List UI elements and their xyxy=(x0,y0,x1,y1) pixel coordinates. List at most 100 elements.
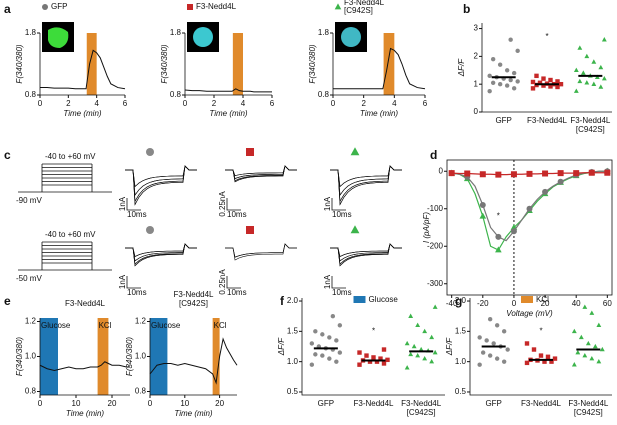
scale-bar-label: 1nA xyxy=(323,196,332,211)
scale-bar-label: 10ms xyxy=(227,210,247,219)
current-trace xyxy=(330,243,402,265)
y-tick-label: 1.2 xyxy=(135,317,147,326)
marker xyxy=(448,170,455,177)
marker xyxy=(580,70,586,75)
marker xyxy=(601,75,607,81)
panel-label: e xyxy=(4,294,11,308)
line xyxy=(40,49,126,90)
marker xyxy=(511,86,517,91)
y-tick-label: 0.8 xyxy=(318,90,330,99)
condition-marker xyxy=(350,147,360,156)
current-trace xyxy=(225,243,297,258)
marker xyxy=(309,362,315,367)
marker xyxy=(584,80,590,85)
marker xyxy=(596,359,602,364)
marker xyxy=(534,73,539,79)
current-trace xyxy=(225,165,297,179)
band-label: Glucose xyxy=(41,321,71,330)
marker xyxy=(510,228,517,235)
current-trace xyxy=(125,165,197,188)
y-tick-label: 0.8 xyxy=(135,387,147,396)
marker xyxy=(464,170,471,177)
condition-marker xyxy=(146,226,154,234)
marker xyxy=(327,356,332,361)
y-tick-label: 1.5 xyxy=(455,326,467,335)
marker xyxy=(313,329,318,334)
stimulus-band xyxy=(383,33,395,95)
x-tick-label: 40 xyxy=(572,299,581,308)
marker xyxy=(577,45,583,50)
x-tick-label: 6 xyxy=(123,99,128,108)
current-trace xyxy=(330,243,402,267)
marker xyxy=(490,56,496,62)
marker xyxy=(422,328,428,334)
y-tick-label: 3 xyxy=(474,24,479,33)
current-trace xyxy=(125,243,197,262)
legend-swatch xyxy=(353,296,366,303)
current-trace xyxy=(125,243,197,265)
y-tick-label: 1.8 xyxy=(170,28,182,37)
x-axis-label: Voltage (mV) xyxy=(506,309,553,318)
current-trace xyxy=(225,243,297,258)
current-trace xyxy=(330,243,402,262)
axis xyxy=(469,298,612,396)
marker xyxy=(479,202,486,208)
current-trace xyxy=(225,165,297,177)
legend-marker xyxy=(334,3,342,10)
marker xyxy=(589,355,595,361)
marker xyxy=(511,70,517,76)
marker xyxy=(404,340,410,346)
marker xyxy=(545,354,551,360)
x-tick-label: F3-Nedd4L xyxy=(527,116,568,125)
marker xyxy=(415,322,421,328)
x-axis-label: Time (min) xyxy=(66,409,104,418)
y-tick-label: 2.0 xyxy=(287,296,299,305)
y-axis-label: ΔF/F xyxy=(445,337,454,356)
marker xyxy=(604,169,611,176)
line xyxy=(184,88,272,93)
condition-marker xyxy=(146,148,154,156)
marker xyxy=(582,352,588,358)
x-tick-label: 20 xyxy=(541,299,550,308)
marker xyxy=(487,88,492,94)
marker xyxy=(334,338,339,343)
axis xyxy=(301,298,445,396)
marker xyxy=(548,77,553,83)
stimulus-band xyxy=(86,33,97,95)
current-trace xyxy=(330,165,402,206)
marker xyxy=(530,79,536,85)
marker xyxy=(531,347,537,352)
marker xyxy=(555,79,560,84)
scale-bar-label: 10ms xyxy=(332,210,352,219)
marker xyxy=(313,352,318,357)
marker xyxy=(432,304,438,309)
marker xyxy=(571,362,577,367)
chart-title: [C942S] xyxy=(179,299,208,308)
x-tick-label: 6 xyxy=(423,99,428,108)
x-tick-label: [C942S] xyxy=(576,125,605,134)
scale-bar-label: 0.25nA xyxy=(218,191,227,217)
marker xyxy=(479,212,487,219)
y-tick-label: -200 xyxy=(427,241,444,250)
marker xyxy=(548,84,553,89)
x-tick-label: 4 xyxy=(392,99,397,108)
legend-label: Glucose xyxy=(369,295,399,304)
current-trace xyxy=(225,165,297,183)
condition-marker xyxy=(246,148,254,156)
band-label: KCl xyxy=(99,321,112,330)
marker xyxy=(577,78,583,84)
x-tick-label: 2 xyxy=(66,99,71,108)
marker xyxy=(504,83,510,88)
x-tick-label: 60 xyxy=(603,299,612,308)
marker xyxy=(599,346,605,352)
marker xyxy=(320,332,325,337)
marker xyxy=(497,62,503,67)
marker xyxy=(487,353,493,358)
marker xyxy=(330,313,336,319)
x-tick-label: F3-Nedd4L xyxy=(353,399,394,408)
marker xyxy=(484,338,489,343)
panel-label: f xyxy=(280,294,285,308)
current-trace xyxy=(225,243,297,261)
scale-bar xyxy=(226,198,241,211)
y-axis-label: I (pA/pF) xyxy=(422,212,431,243)
